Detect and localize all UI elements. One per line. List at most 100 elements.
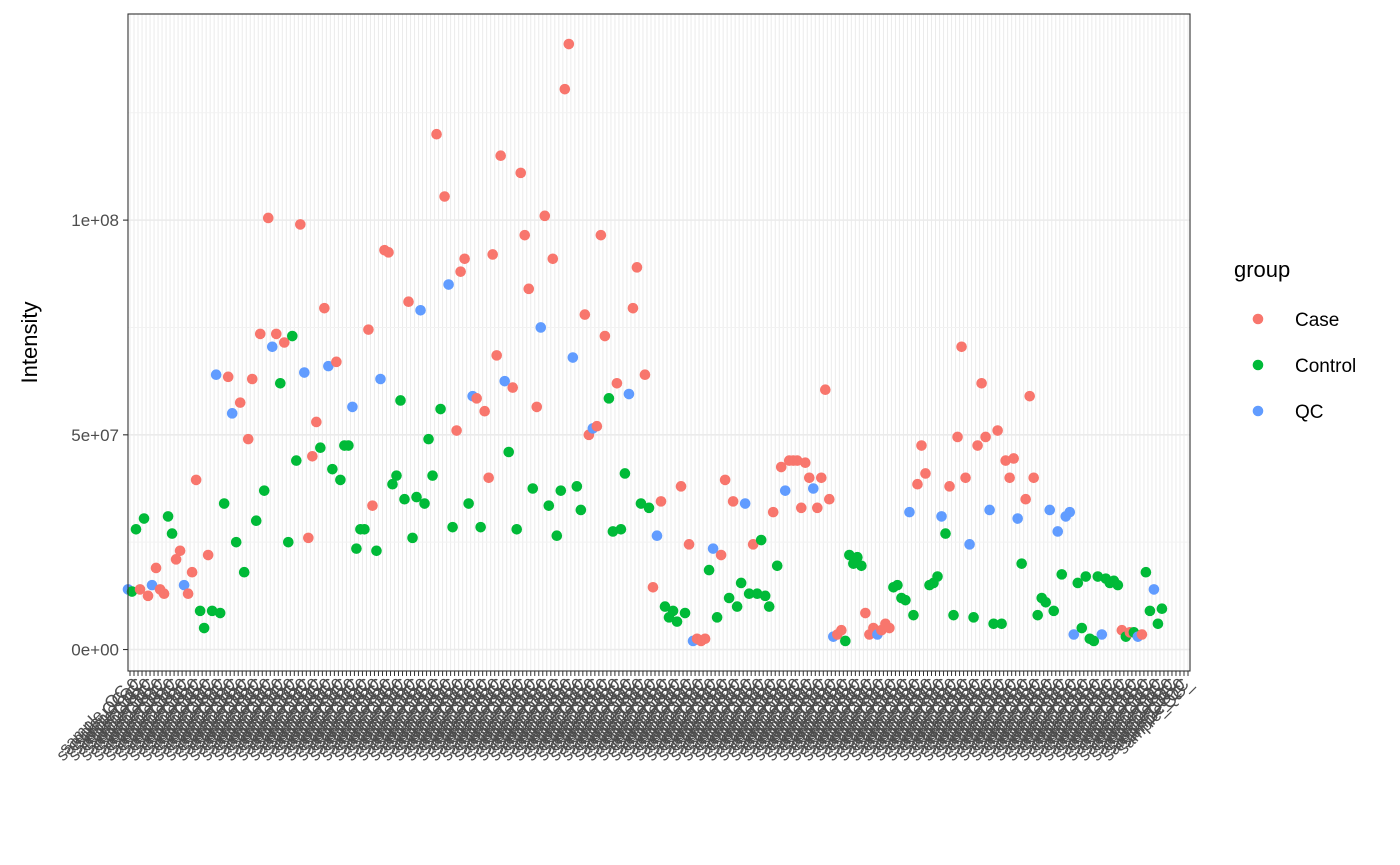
point-qc bbox=[623, 388, 635, 400]
point-case bbox=[775, 461, 787, 473]
point-qc bbox=[936, 511, 947, 522]
point-control bbox=[138, 513, 150, 524]
point-control bbox=[571, 481, 583, 492]
point-control bbox=[327, 463, 338, 475]
point-control bbox=[607, 526, 619, 537]
point-case bbox=[595, 229, 607, 241]
point-case bbox=[307, 450, 318, 462]
point-control bbox=[250, 515, 262, 527]
point-case bbox=[980, 431, 991, 443]
point-case bbox=[383, 247, 394, 258]
point-qc bbox=[1064, 506, 1076, 518]
point-case bbox=[559, 83, 571, 95]
point-control bbox=[1056, 569, 1068, 580]
point-case bbox=[186, 566, 198, 578]
point-control bbox=[731, 601, 743, 612]
point-case bbox=[579, 309, 591, 320]
point-qc bbox=[1148, 584, 1160, 595]
point-case bbox=[170, 554, 182, 565]
point-control bbox=[411, 491, 422, 503]
point-case bbox=[182, 588, 194, 600]
point-control bbox=[194, 605, 206, 617]
legend-key-case bbox=[1252, 313, 1264, 325]
point-qc bbox=[1012, 513, 1023, 524]
point-case bbox=[611, 377, 623, 389]
point-case bbox=[531, 401, 543, 413]
point-case bbox=[515, 167, 527, 179]
point-control bbox=[463, 498, 474, 509]
point-case bbox=[767, 506, 779, 518]
point-case bbox=[675, 481, 687, 492]
point-qc bbox=[415, 304, 426, 316]
point-case bbox=[202, 549, 214, 561]
point-qc bbox=[299, 367, 310, 378]
point-control bbox=[840, 635, 851, 647]
point-control bbox=[968, 612, 979, 623]
point-control bbox=[399, 493, 410, 505]
point-control bbox=[703, 564, 715, 576]
point-control bbox=[218, 498, 230, 509]
point-control bbox=[940, 528, 951, 539]
point-case bbox=[884, 622, 895, 634]
point-case bbox=[916, 440, 927, 451]
point-case bbox=[591, 420, 603, 432]
point-case bbox=[972, 440, 983, 451]
point-control bbox=[206, 605, 218, 617]
point-qc bbox=[1068, 629, 1080, 640]
point-control bbox=[1048, 605, 1060, 617]
point-case bbox=[262, 212, 274, 224]
point-case bbox=[311, 416, 322, 428]
point-case bbox=[655, 496, 667, 507]
point-control bbox=[291, 455, 302, 466]
point-control bbox=[751, 588, 763, 600]
point-control bbox=[391, 470, 402, 481]
horizontal-gridlines bbox=[128, 112, 1190, 651]
point-case bbox=[1020, 493, 1031, 505]
point-case bbox=[1136, 629, 1148, 640]
point-control bbox=[419, 498, 430, 509]
point-qc bbox=[210, 369, 222, 381]
point-case bbox=[1004, 472, 1015, 484]
point-control bbox=[856, 560, 867, 572]
point-case bbox=[683, 539, 695, 550]
point-qc bbox=[651, 530, 663, 542]
point-case bbox=[791, 455, 803, 466]
point-control bbox=[287, 330, 298, 342]
point-case bbox=[431, 128, 442, 140]
point-case bbox=[150, 562, 162, 574]
point-control bbox=[759, 590, 771, 602]
legend-label-qc: QC bbox=[1295, 402, 1324, 423]
point-control bbox=[274, 377, 286, 389]
point-control bbox=[435, 403, 446, 415]
point-control bbox=[1152, 618, 1164, 630]
point-qc bbox=[266, 341, 278, 353]
point-control bbox=[852, 551, 863, 563]
point-control bbox=[619, 468, 631, 479]
point-case bbox=[860, 607, 871, 619]
point-case bbox=[824, 493, 835, 505]
point-qc bbox=[226, 408, 238, 419]
data-points bbox=[122, 38, 1168, 647]
point-control bbox=[1092, 571, 1104, 582]
point-control bbox=[126, 586, 138, 597]
y-tick-label: 1e+08 bbox=[71, 211, 119, 230]
point-case bbox=[1024, 390, 1035, 402]
point-control bbox=[258, 485, 270, 496]
point-control bbox=[948, 609, 959, 621]
point-control bbox=[735, 577, 747, 589]
point-control bbox=[511, 523, 523, 535]
point-control bbox=[988, 618, 999, 630]
point-case bbox=[727, 496, 739, 507]
point-control bbox=[475, 521, 486, 533]
legend-key-control bbox=[1252, 359, 1264, 371]
point-control bbox=[238, 566, 250, 578]
point-case bbox=[142, 590, 154, 602]
point-case bbox=[455, 266, 466, 277]
point-case bbox=[547, 253, 559, 265]
point-case bbox=[952, 431, 963, 443]
point-case bbox=[639, 369, 651, 381]
point-control bbox=[343, 440, 354, 451]
y-axis: 0e+00 5e+07 1e+08 bbox=[71, 211, 128, 660]
point-control bbox=[1140, 566, 1152, 578]
point-qc bbox=[323, 360, 334, 372]
